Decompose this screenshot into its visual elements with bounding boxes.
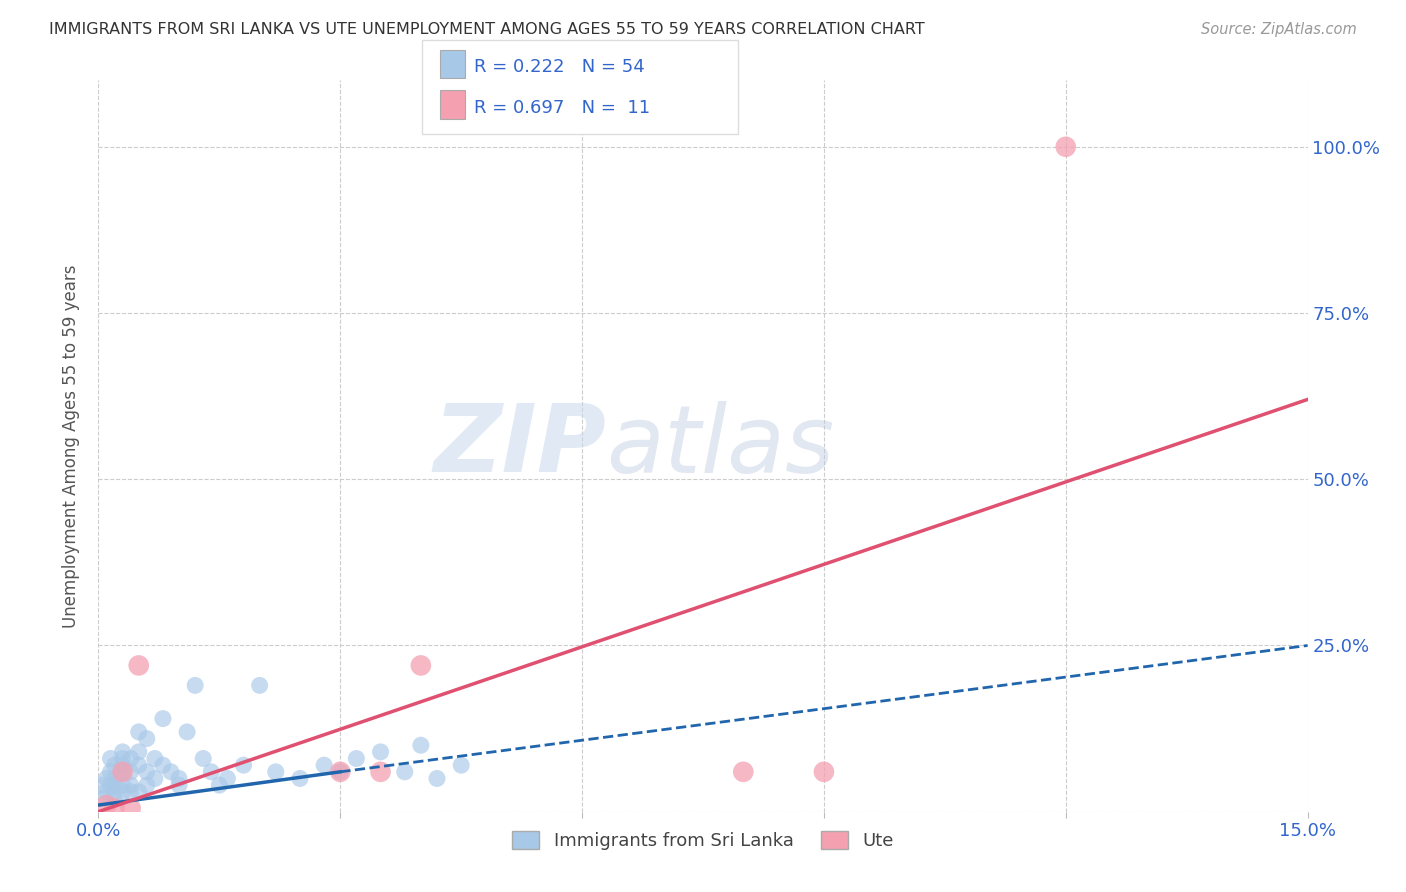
Point [450,758,472,772]
Point [128,745,150,759]
Text: IMMIGRANTS FROM SRI LANKA VS UTE UNEMPLOYMENT AMONG AGES 55 TO 59 YEARS CORRELAT: IMMIGRANTS FROM SRI LANKA VS UTE UNEMPLO… [49,22,925,37]
Point [135,731,157,746]
Point [288,772,311,786]
Point [96,772,118,786]
Text: ZIP: ZIP [433,400,606,492]
Point [128,785,150,799]
Point [176,725,198,739]
Point [1054,140,1077,154]
Point [120,801,142,815]
Point [91,778,114,792]
Point [426,772,449,786]
Point [409,738,432,752]
Point [103,772,125,786]
Point [370,764,392,779]
Point [96,785,118,799]
Y-axis label: Unemployment Among Ages 55 to 59 years: Unemployment Among Ages 55 to 59 years [62,264,80,628]
Point [103,778,125,792]
Point [100,764,122,779]
Point [152,712,174,726]
Point [370,745,392,759]
Point [314,758,336,772]
Point [329,764,352,779]
Point [232,758,254,772]
Point [111,764,134,779]
Point [120,764,142,779]
Point [111,764,134,779]
Point [120,778,142,792]
Point [409,658,432,673]
Text: Source: ZipAtlas.com: Source: ZipAtlas.com [1201,22,1357,37]
Text: atlas: atlas [606,401,835,491]
Point [813,764,835,779]
Point [135,764,157,779]
Legend: Immigrants from Sri Lanka, Ute: Immigrants from Sri Lanka, Ute [505,823,901,857]
Point [329,764,352,779]
Point [184,678,207,692]
Point [143,751,166,765]
Point [208,778,231,792]
Point [111,758,134,772]
Point [143,772,166,786]
Point [103,791,125,805]
Point [217,772,239,786]
Point [103,801,125,815]
Point [111,785,134,799]
Point [103,785,125,799]
Point [264,764,287,779]
Point [111,778,134,792]
Point [103,758,125,772]
Point [152,758,174,772]
Point [167,778,190,792]
Point [91,791,114,805]
Point [120,785,142,799]
Point [111,751,134,765]
Point [193,751,215,765]
Text: R = 0.697   N =  11: R = 0.697 N = 11 [474,99,650,117]
Point [100,751,122,765]
Text: R = 0.222   N = 54: R = 0.222 N = 54 [474,59,644,77]
Point [100,778,122,792]
Point [394,764,416,779]
Point [111,745,134,759]
Point [128,725,150,739]
Point [128,658,150,673]
Point [128,758,150,772]
Point [200,764,222,779]
Point [249,678,271,692]
Point [167,772,190,786]
Point [160,764,183,779]
Point [120,751,142,765]
Point [733,764,755,779]
Point [96,798,118,813]
Point [135,778,157,792]
Point [344,751,367,765]
